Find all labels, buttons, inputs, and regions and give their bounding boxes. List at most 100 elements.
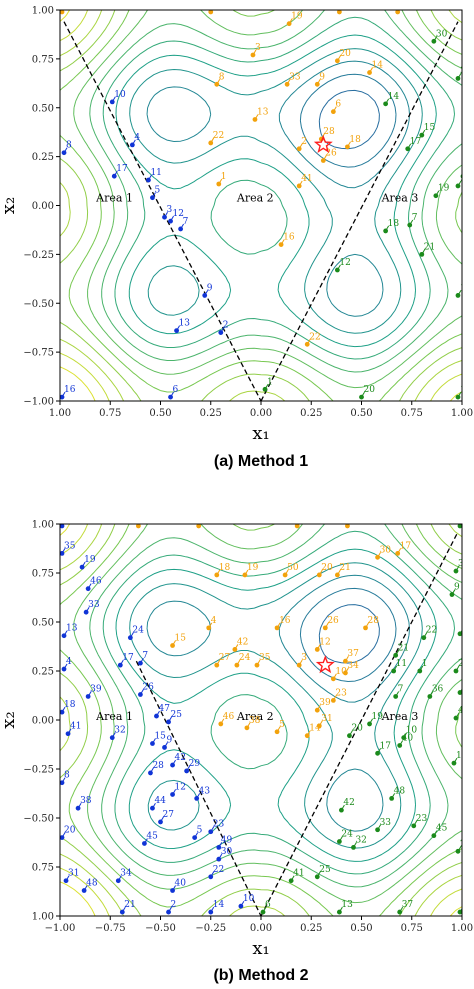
point-tick-2-2-2 <box>198 524 201 527</box>
point-label-1-1-14: 16 <box>64 385 76 395</box>
point-label-2-2-31: 23 <box>335 688 347 698</box>
contour-line-1-4 <box>318 604 380 664</box>
contour-line-0-6 <box>146 60 410 317</box>
y-tick-label-1-6: −0.25 <box>23 250 54 261</box>
point-tick-1-2-5 <box>397 10 400 13</box>
point-label-2-2-30: 31 <box>321 714 332 724</box>
point-label-1-3-5: 14 <box>388 92 400 102</box>
point-tick-2-1-42 <box>168 906 172 913</box>
point-tick-1-3-11 <box>336 264 341 271</box>
point-label-1-2-17: 18 <box>349 135 361 145</box>
contour-line-0-10 <box>89 10 462 373</box>
point-2-2-3 <box>294 524 300 529</box>
x-axis-label-2: x₁ <box>252 938 269 959</box>
point-label-1-3-11: 12 <box>339 258 350 268</box>
point-label-2-1-31: 5 <box>197 826 203 836</box>
point-tick-2-3-2 <box>455 565 460 572</box>
point-label-1-2-2: 12 <box>213 0 224 10</box>
point-tick-1-3-13 <box>457 391 462 398</box>
point-label-2-3-5: 22 <box>426 626 437 636</box>
panel-caption-2: (b) Method 2 <box>213 967 308 984</box>
point-tick-1-2-17 <box>347 141 351 148</box>
point-tick-2-3-16 <box>377 748 382 754</box>
point-tick-1-3-9 <box>409 219 414 226</box>
point-label-2-3-32: 37 <box>402 900 414 910</box>
point-label-2-3-29: 25 <box>319 865 331 875</box>
point-label-2-3-9: 2 <box>458 659 464 669</box>
point-tick-2-2-30 <box>318 720 323 727</box>
point-tick-1-2-18 <box>322 155 327 161</box>
point-label-1-3-13: 13 <box>460 385 472 395</box>
point-tick-2-1-5 <box>85 606 90 613</box>
point-tick-2-1-40 <box>240 900 245 907</box>
point-label-2-1-28: 27 <box>163 810 175 820</box>
point-tick-1-2-8 <box>369 67 373 73</box>
point-label-1-1-6: 5 <box>154 186 160 196</box>
x-tick-label-1-1: 1.00 <box>49 408 71 419</box>
point-2-1-1 <box>60 524 65 529</box>
point-label-2-2-32: 14 <box>309 724 321 734</box>
contour-line-1-10 <box>89 524 462 888</box>
point-tick-2-2-22 <box>344 655 349 662</box>
area-label-2-1: Area 1 <box>95 710 133 723</box>
point-tick-1-1-12 <box>220 327 225 333</box>
point-tick-1-3-3 <box>421 129 426 136</box>
point-label-1-1-12: 2 <box>223 321 229 331</box>
point-tick-2-2-11 <box>336 569 341 576</box>
point-tick-2-1-38 <box>83 885 88 891</box>
point-tick-2-1-4 <box>87 583 92 589</box>
x-tick-label-2-3: −0.50 <box>145 923 176 934</box>
point-label-2-3-4: 38 <box>462 622 474 632</box>
y-axis-label-1: x₂ <box>0 197 19 214</box>
point-label-2-1-20: 42 <box>175 753 186 763</box>
point-tick-2-2-25 <box>344 667 349 674</box>
point-label-2-3-1: 3 <box>462 514 468 524</box>
point-label-2-3-28: 41 <box>293 869 304 879</box>
point-1-1-7 <box>168 218 173 224</box>
point-tick-2-2-32 <box>306 730 311 736</box>
point-label-1-3-6: 9 <box>460 174 466 184</box>
point-tick-2-1-10 <box>63 663 68 670</box>
point-label-2-2-29: 39 <box>319 698 331 708</box>
point-label-1-2-11: 9 <box>319 72 325 82</box>
point-label-2-2-2: 11 <box>201 514 212 524</box>
point-tick-2-1-13 <box>67 728 72 734</box>
point-label-1-1-7: 12 <box>173 209 184 219</box>
point-tick-2-3-13 <box>455 712 460 719</box>
point-label-2-1-7: 24 <box>132 626 144 636</box>
point-label-2-3-17: 40 <box>402 733 414 743</box>
point-tick-1-1-6 <box>152 192 156 198</box>
point-label-1-2-5: 24 <box>400 0 412 10</box>
point-label-2-3-10: 36 <box>432 684 444 694</box>
point-1-1-9 <box>162 214 167 220</box>
y-tick-label-2-2: 0.75 <box>32 569 54 580</box>
point-tick-2-1-28 <box>160 816 164 823</box>
point-label-1-2-3: 19 <box>291 12 303 22</box>
point-label-2-2-20: 35 <box>259 653 271 663</box>
point-label-1-2-8: 14 <box>372 61 384 71</box>
point-label-1-2-9: 8 <box>219 72 225 82</box>
point-tick-1-1-14 <box>61 391 66 398</box>
point-tick-1-1-1 <box>111 96 116 103</box>
point-tick-2-3-9 <box>455 665 460 672</box>
point-label-2-2-15: 28 <box>368 616 380 626</box>
panel-caption-1: (a) Method 1 <box>214 453 308 470</box>
contour-line-1-13 <box>60 524 462 916</box>
point-label-2-2-4: 8 <box>349 514 355 524</box>
point-label-2-1-39: 40 <box>175 879 187 889</box>
point-label-2-3-23: 23 <box>416 814 428 824</box>
x-tick-label-1-3: 0.50 <box>149 408 171 419</box>
point-1-3-9 <box>407 222 413 228</box>
y-tick-label-1-1: 1.00 <box>32 6 54 17</box>
point-tick-2-3-22 <box>377 824 382 831</box>
point-tick-2-2-16 <box>172 640 176 646</box>
point-1-1-8 <box>178 226 184 232</box>
point-tick-2-1-29 <box>61 832 66 838</box>
point-label-1-1-2: 8 <box>66 141 72 151</box>
point-tick-2-2-17 <box>234 644 239 650</box>
point-tick-1-3-2 <box>457 73 462 79</box>
point-label-2-1-6: 13 <box>66 624 78 634</box>
point-label-1-2-1: 10 <box>64 0 76 10</box>
point-label-1-2-16: 2 <box>301 137 307 147</box>
point-tick-2-1-32 <box>143 838 148 844</box>
